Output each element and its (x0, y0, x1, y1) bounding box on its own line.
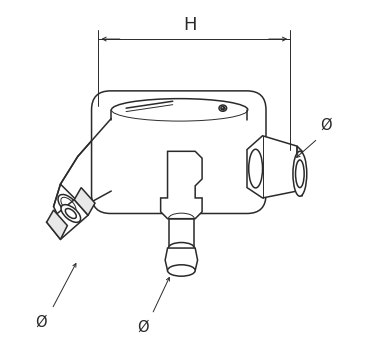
Ellipse shape (296, 160, 304, 187)
Polygon shape (47, 200, 88, 239)
Ellipse shape (219, 105, 226, 111)
FancyBboxPatch shape (92, 91, 266, 213)
Polygon shape (74, 187, 95, 215)
Text: Ø: Ø (321, 118, 332, 133)
Ellipse shape (293, 151, 307, 196)
Polygon shape (161, 151, 202, 219)
Ellipse shape (109, 106, 250, 200)
Polygon shape (247, 136, 297, 198)
Polygon shape (54, 119, 111, 220)
Ellipse shape (65, 208, 76, 218)
Ellipse shape (221, 107, 225, 110)
Text: Ø: Ø (138, 320, 149, 335)
Text: H: H (183, 16, 197, 34)
Ellipse shape (249, 149, 263, 188)
Ellipse shape (168, 243, 194, 253)
Polygon shape (297, 146, 302, 196)
Text: Ø: Ø (36, 315, 47, 330)
Ellipse shape (168, 265, 195, 276)
Polygon shape (47, 210, 67, 239)
Ellipse shape (61, 205, 81, 222)
Polygon shape (169, 219, 194, 248)
Ellipse shape (58, 194, 79, 215)
Polygon shape (165, 248, 198, 271)
